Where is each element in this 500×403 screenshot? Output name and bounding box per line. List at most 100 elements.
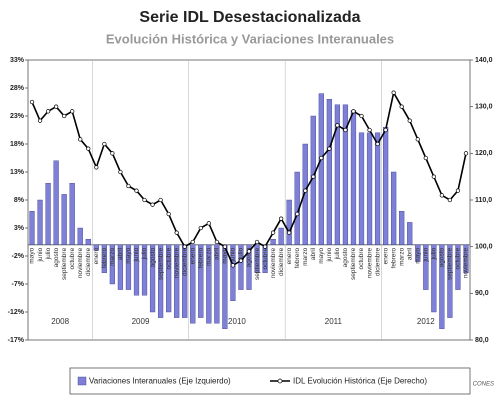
x-tick-label: agosto [439,247,446,267]
x-tick-label: noviembre [270,247,277,278]
line-marker [70,109,75,114]
x-tick-label: junio [37,247,44,262]
x-tick-label: marzo [398,247,405,265]
line-marker [311,174,316,179]
x-tick-label: mayo [222,247,229,263]
y2-tick-label: 100,0 [475,244,493,251]
x-tick-label: diciembre [85,247,92,276]
x-tick-label: junio [133,247,140,262]
line-marker [375,141,380,147]
bar [334,104,341,246]
bar [391,171,397,246]
line-marker [142,197,147,203]
line-marker [94,165,99,170]
line-marker [158,197,163,203]
line-marker [45,109,51,114]
bar [133,244,140,296]
bar [230,244,236,302]
bar [399,210,405,245]
x-tick-label: marzo [302,247,309,265]
y-tick-label: -12% [8,309,25,316]
bar [463,244,469,274]
line-marker [166,211,171,217]
x-tick-label: marzo [109,247,116,265]
bar [366,132,373,246]
line-marker [174,230,179,235]
bar [69,182,75,245]
legend-marker [277,378,283,384]
year-label: 2008 [51,317,69,326]
x-tick-label: diciembre [181,247,188,276]
line-marker [198,225,203,231]
bar [254,244,260,274]
line-marker [447,197,453,203]
line-marker [423,155,428,161]
bar [166,244,172,313]
x-tick-label: septiembre [254,247,261,280]
x-tick-label: abril [406,247,413,260]
bar [190,244,196,324]
x-tick-label: febrero [390,247,397,268]
y-tick-label: 18% [10,141,25,148]
bar [93,244,99,251]
x-tick-label: mayo [414,247,421,263]
bar [157,244,164,318]
x-tick-label: noviembre [173,247,180,278]
line-marker [37,118,43,123]
legend-swatch [77,376,87,386]
x-tick-label: enero [286,247,293,264]
x-tick-label: abril [117,247,124,260]
x-tick-label: octubre [165,247,172,269]
year-label: 2009 [132,317,150,326]
y-tick-label: -17% [8,337,25,344]
y2-tick-label: 120,0 [475,150,493,157]
line-marker [102,141,107,147]
x-tick-label: febrero [294,247,301,268]
x-tick-label: septiembre [350,247,357,280]
line-marker [238,258,244,263]
x-tick-label: agosto [342,247,349,267]
line-marker [463,151,469,156]
y2-tick-label: 140,0 [475,57,493,64]
x-tick-label: abril [310,247,317,260]
bar [214,244,220,324]
x-tick-label: agosto [246,247,253,267]
x-tick-label: junio [230,247,237,262]
y2-tick-label: 90,0 [475,290,489,297]
line-marker [399,104,404,109]
x-tick-label: abril [214,247,221,260]
line-marker [126,183,131,189]
line-marker [262,244,268,249]
x-tick-label: agosto [149,247,156,267]
line-marker [53,104,59,109]
source: CONES [473,382,494,388]
bar [415,244,421,262]
bar [206,244,212,324]
line-marker [110,151,115,156]
x-tick-label: enero [189,247,196,264]
bar [431,244,437,313]
bar [278,227,284,245]
plot-frame [27,59,471,341]
line-marker [190,239,195,245]
bar [29,210,35,245]
line-marker [62,113,67,119]
x-tick-label: enero [382,247,389,264]
x-tick-label: mayo [29,247,36,263]
x-tick-label: mayo [318,247,325,263]
bar [270,238,276,245]
x-tick-label: octubre [455,247,462,269]
x-tick-label: septiembre [61,247,68,280]
bar [149,244,156,313]
line-marker [118,169,123,175]
line-marker [278,216,284,221]
y2-tick-label: 110,0 [475,197,492,204]
x-tick-label: septiembre [447,247,454,280]
line-marker [182,244,187,249]
x-tick-label: octubre [262,247,269,269]
bar [101,244,107,274]
line-marker [230,263,236,268]
x-tick-label: junio [423,247,430,262]
line-marker [86,146,91,151]
bar [358,132,365,246]
